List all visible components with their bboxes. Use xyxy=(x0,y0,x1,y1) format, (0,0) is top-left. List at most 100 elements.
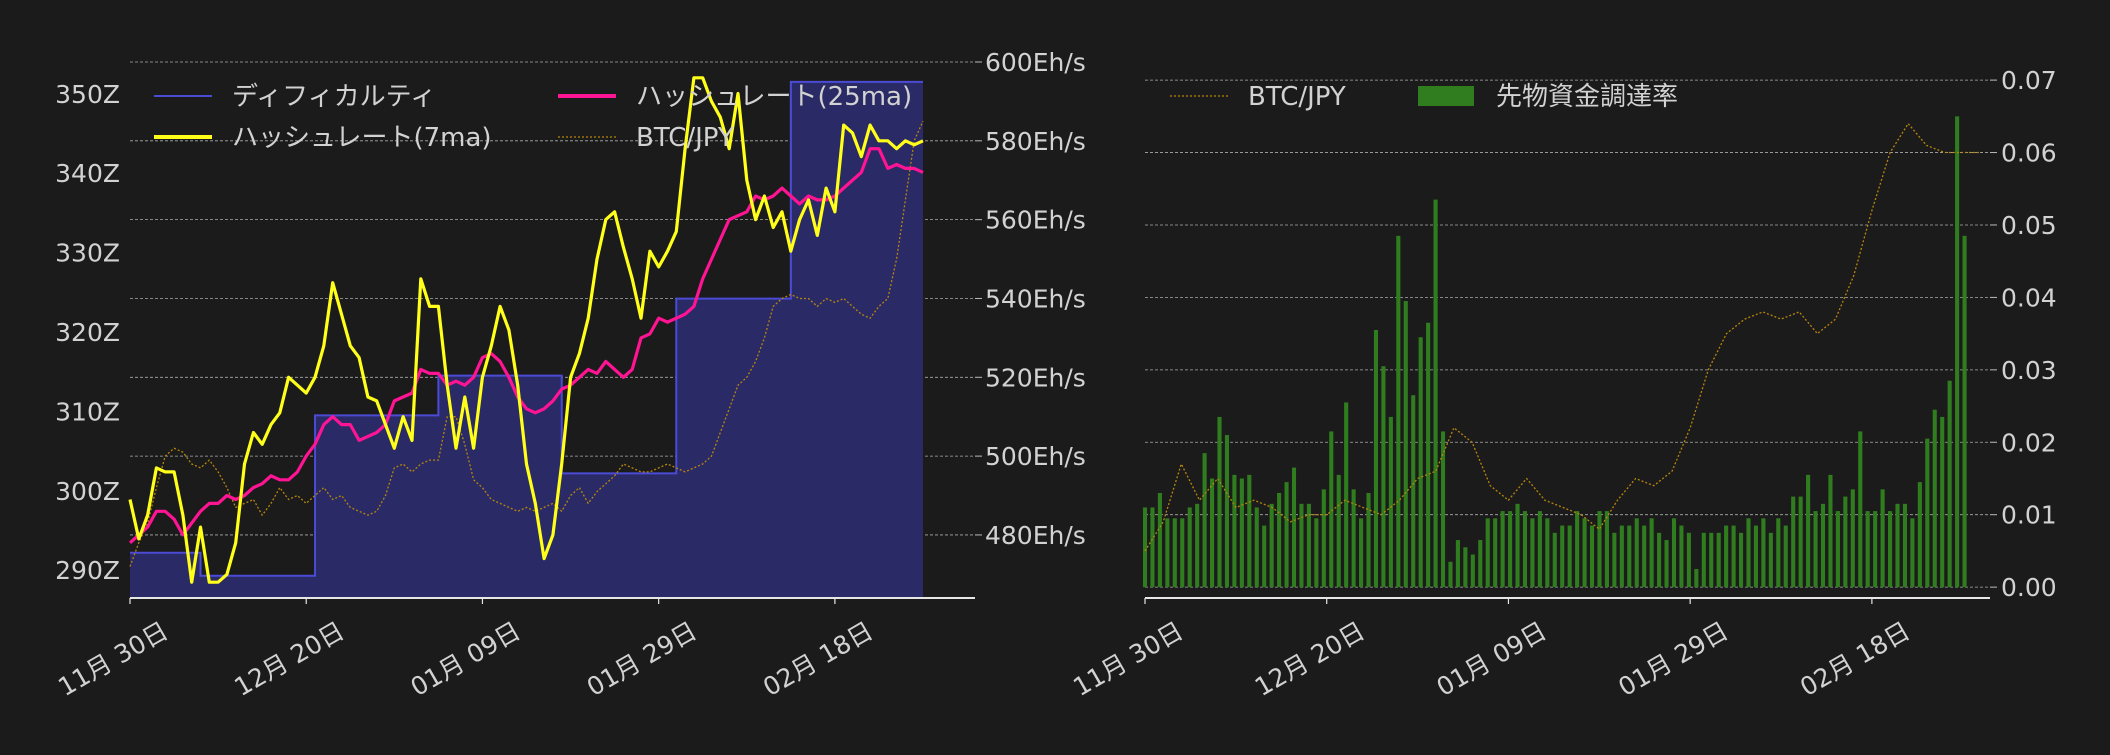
right-y-tick-label: 0.01 xyxy=(2001,501,2057,530)
funding-rate-bar xyxy=(1791,496,1796,588)
funding-rate-bar xyxy=(1411,395,1416,588)
funding-rate-bar xyxy=(1537,511,1542,588)
right-y-tick-label: 0.06 xyxy=(2001,139,2057,168)
right-y-tick-label: 0.07 xyxy=(2001,66,2057,95)
funding-rate-bar xyxy=(1157,492,1162,588)
funding-rate-bar xyxy=(1180,518,1185,588)
funding-rate-bar xyxy=(1664,540,1669,588)
funding-rate-bar xyxy=(1195,503,1200,588)
funding-rate-bar xyxy=(1351,489,1356,588)
right-y-tick-label: 0.00 xyxy=(2001,573,2057,602)
legend-btc-jpy-label: BTC/JPY xyxy=(1248,82,1346,112)
funding-rate-bar xyxy=(1396,235,1401,588)
funding-rate-bar xyxy=(1269,503,1274,588)
left-y-tick-label: 290Z xyxy=(55,556,120,585)
funding-rate-bar xyxy=(1835,511,1840,588)
funding-rate-bar xyxy=(1366,492,1371,588)
left-y-tick-label: 320Z xyxy=(55,318,120,347)
funding-rate-bar xyxy=(1813,511,1818,588)
funding-rate-bar xyxy=(1783,525,1788,588)
funding-rate-bar xyxy=(1806,474,1811,588)
funding-rate-bar xyxy=(1917,482,1922,588)
funding-rate-bar xyxy=(1403,301,1408,588)
funding-rate-bar xyxy=(1627,525,1632,588)
funding-rate-bar xyxy=(1731,525,1736,588)
right-y-tick-label: 520Eh/s xyxy=(985,363,1086,392)
left-y-tick-label: 310Z xyxy=(55,397,120,426)
funding-rate-bar xyxy=(1306,503,1311,588)
funding-rate-bar xyxy=(1217,416,1222,588)
funding-rate-bar xyxy=(1865,511,1870,588)
funding-rate-bar xyxy=(1649,518,1654,588)
funding-rate-bar xyxy=(1530,518,1535,588)
funding-rate-bar xyxy=(1761,518,1766,588)
funding-rate-bar xyxy=(1947,380,1952,588)
funding-rate-bar xyxy=(1738,532,1744,588)
funding-rate-bar xyxy=(1172,518,1177,588)
legend-funding-label: 先物資金調達率 xyxy=(1496,82,1678,112)
btc-jpy-line xyxy=(129,120,924,567)
legend-funding-swatch xyxy=(1418,86,1474,106)
right-y-tick-label: 0.05 xyxy=(2001,211,2057,240)
funding-rate-bar xyxy=(1820,503,1826,588)
funding-rate-bar xyxy=(1612,532,1617,588)
funding-rate-bar xyxy=(1165,518,1170,588)
funding-rate-bar xyxy=(1299,503,1304,588)
funding-rate-bar xyxy=(1873,511,1878,588)
legend-btc-jpy-label: BTC/JPY xyxy=(636,123,734,153)
funding-rate-bar xyxy=(1426,322,1431,588)
funding-rate-bar xyxy=(1902,503,1908,588)
right-y-tick-label: 480Eh/s xyxy=(985,521,1086,550)
x-tick-label: 02月 18日 xyxy=(1795,616,1915,702)
funding-rate-bar xyxy=(1344,402,1349,588)
funding-rate-bar xyxy=(1910,518,1915,588)
funding-rate-bar xyxy=(1478,540,1483,588)
funding-rate-bar xyxy=(1329,431,1334,588)
x-tick-label: 12月 20日 xyxy=(229,616,349,702)
funding-rate-bar xyxy=(1522,511,1528,588)
funding-rate-bar xyxy=(1694,569,1699,588)
funding-rate-bar xyxy=(1642,525,1647,588)
funding-rate-bar xyxy=(1686,532,1691,588)
legend-hashrate-7ma-label: ハッシュレート(7ma) xyxy=(232,123,492,153)
funding-rate-bar xyxy=(1373,330,1379,588)
funding-rate-bar xyxy=(1470,554,1475,588)
funding-rate-bar xyxy=(1202,453,1207,588)
funding-rate-bar xyxy=(1828,474,1833,588)
legend-difficulty-label: ディフィカルティ xyxy=(232,82,436,112)
funding-rate-bar xyxy=(1701,532,1706,588)
funding-rate-bar xyxy=(1284,482,1289,588)
funding-rate-bar xyxy=(1418,337,1423,588)
funding-rate-bar xyxy=(1463,547,1468,588)
btc-jpy-line-right xyxy=(1144,122,1981,552)
right-y-tick-label: 0.03 xyxy=(2001,356,2057,385)
right-y-tick-label: 580Eh/s xyxy=(985,127,1086,156)
funding-rate-bar xyxy=(1657,532,1662,588)
funding-rate-bar xyxy=(1746,518,1751,588)
x-tick-label: 01月 09日 xyxy=(406,616,526,702)
funding-rate-bar xyxy=(1716,532,1721,588)
funding-rate-bar xyxy=(1932,409,1937,588)
funding-rate-bar xyxy=(1880,489,1885,588)
funding-rate-bar xyxy=(1142,507,1148,588)
funding-rate-bar xyxy=(1724,525,1729,588)
funding-rate-bar xyxy=(1210,478,1215,588)
funding-rate-bar xyxy=(1955,116,1960,588)
funding-rate-bar xyxy=(1858,431,1863,588)
right-y-tick-label: 0.04 xyxy=(2001,283,2057,312)
funding-rate-bar xyxy=(1895,503,1900,588)
funding-rate-bar xyxy=(1150,507,1155,588)
funding-rate-bar xyxy=(1888,511,1893,588)
funding-rate-bar xyxy=(1314,518,1319,588)
funding-rate-bar xyxy=(1433,199,1438,588)
funding-rate-bar xyxy=(1843,496,1848,588)
hashrate-25ma-line xyxy=(128,147,924,544)
funding-rate-bar xyxy=(1575,511,1580,588)
x-tick-label: 02月 18日 xyxy=(758,616,878,702)
funding-rate-bar xyxy=(1321,489,1326,588)
funding-rate-bar xyxy=(1262,525,1267,588)
funding-rate-bar xyxy=(1455,540,1460,588)
funding-rate-bar xyxy=(1925,438,1930,588)
